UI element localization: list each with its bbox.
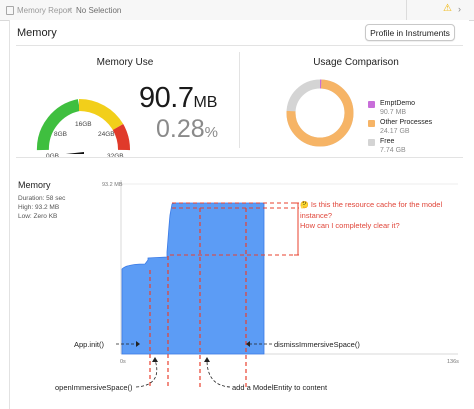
legend-swatch-emptdemo bbox=[368, 101, 375, 108]
duration-stat: Duration: 58 sec bbox=[18, 195, 66, 202]
usage-comparison-panel: Usage Comparison EmptDemo 90.7 MB Other … bbox=[241, 46, 469, 154]
chevron-right-icon[interactable]: › bbox=[458, 4, 461, 14]
legend-name-free: Free bbox=[380, 138, 395, 145]
memory-percent-sign: % bbox=[204, 124, 219, 141]
open-immersive-space-label: openImmersiveSpace() bbox=[55, 383, 133, 392]
legend-value-other-processes: 24.17 GB bbox=[380, 128, 410, 135]
page-title: Memory bbox=[17, 27, 57, 39]
graph-y-max-label: 93.2 MB bbox=[102, 182, 123, 188]
memory-gauge bbox=[36, 98, 130, 154]
legend: EmptDemo 90.7 MB Other Processes 24.17 G… bbox=[368, 100, 468, 160]
profile-in-instruments-button[interactable]: Profile in Instruments bbox=[365, 24, 455, 41]
add-entity-arrowhead bbox=[204, 357, 210, 362]
report-icon bbox=[6, 6, 14, 15]
question-note: 🤔 Is this the resource cache for the mod… bbox=[300, 200, 466, 231]
open-arrowhead bbox=[152, 357, 158, 362]
memory-value-unit: MB bbox=[193, 94, 218, 111]
gauge-needle bbox=[65, 152, 84, 154]
app-init-label: App.init() bbox=[74, 340, 105, 349]
memory-area-fill bbox=[121, 202, 265, 355]
question-line-2: How can I completely clear it? bbox=[300, 221, 400, 230]
legend-name-other-processes: Other Processes bbox=[380, 119, 433, 126]
breadcrumb-current[interactable]: No Selection bbox=[76, 6, 122, 15]
nav-divider bbox=[406, 0, 407, 20]
gauge-red-arc bbox=[112, 124, 130, 151]
open-arrow bbox=[135, 359, 158, 388]
warning-icon[interactable]: ⚠ bbox=[443, 3, 452, 14]
gauge-label-24gb: 24GB bbox=[98, 131, 115, 138]
dismiss-arrowhead bbox=[246, 341, 250, 347]
add-model-entity-label: add a ModelEntity to content bbox=[232, 383, 328, 392]
question-bracket bbox=[294, 202, 299, 256]
gauge-label-8gb: 8GB bbox=[54, 131, 68, 138]
top-bar: Memory Report › No Selection ⚠ › bbox=[0, 0, 474, 21]
thinking-icon: 🤔 bbox=[300, 202, 309, 209]
gauge-yellow-arc bbox=[78, 98, 124, 131]
header-divider bbox=[16, 45, 463, 46]
app-init-arrowhead bbox=[136, 341, 140, 347]
dismiss-immersive-space-label: dismissImmersiveSpace() bbox=[274, 340, 360, 349]
graph-x-start-label: 0s bbox=[120, 359, 126, 365]
high-stat: High: 93.2 MB bbox=[18, 204, 60, 211]
usage-comparison-title: Usage Comparison bbox=[313, 57, 399, 68]
question-line-1: Is this the resource cache for the model… bbox=[300, 200, 443, 220]
memory-percent: 0.28% bbox=[156, 115, 218, 144]
legend-name-emptdemo: EmptDemo bbox=[380, 100, 416, 107]
breadcrumb-parent[interactable]: Memory Report bbox=[17, 6, 73, 15]
add-entity-arrow bbox=[206, 359, 231, 388]
usage-donut bbox=[286, 79, 354, 147]
legend-swatch-other-processes bbox=[368, 120, 375, 127]
gauge-label-32gb: 32GB bbox=[107, 153, 124, 160]
memory-value-number: 90.7 bbox=[139, 82, 194, 114]
memory-graph: 93.2 MB 0s 136s bbox=[102, 180, 459, 388]
donut-slice-emptdemo bbox=[286, 79, 354, 147]
memory-report-pane: Memory Profile in Instruments Memory Use… bbox=[9, 20, 469, 409]
gauge-label-0gb: 0GB bbox=[46, 153, 59, 160]
memory-graph-label: Memory bbox=[18, 180, 51, 190]
donut-slice-other-processes bbox=[286, 79, 354, 147]
section-divider bbox=[16, 157, 463, 158]
breadcrumb-separator: › bbox=[68, 5, 71, 14]
legend-value-free: 7.74 GB bbox=[380, 147, 406, 154]
gauge-green-arc bbox=[36, 99, 81, 151]
gauge-label-16gb: 16GB bbox=[75, 121, 92, 128]
memory-value: 90.7MB bbox=[139, 82, 217, 115]
memory-use-title: Memory Use bbox=[96, 57, 154, 68]
profile-button-label: Profile in Instruments bbox=[370, 27, 450, 38]
breadcrumb: Memory Report › No Selection bbox=[4, 3, 164, 17]
low-stat: Low: Zero KB bbox=[18, 213, 58, 220]
panel-divider bbox=[239, 52, 240, 148]
legend-value-emptdemo: 90.7 MB bbox=[380, 109, 407, 116]
memory-percent-number: 0.28 bbox=[156, 115, 205, 143]
graph-x-end-label: 136s bbox=[447, 359, 459, 365]
memory-use-panel: Memory Use 0GB 8GB 16GB 24GB 32GB 90.7MB… bbox=[10, 46, 238, 160]
legend-swatch-free bbox=[368, 139, 375, 146]
